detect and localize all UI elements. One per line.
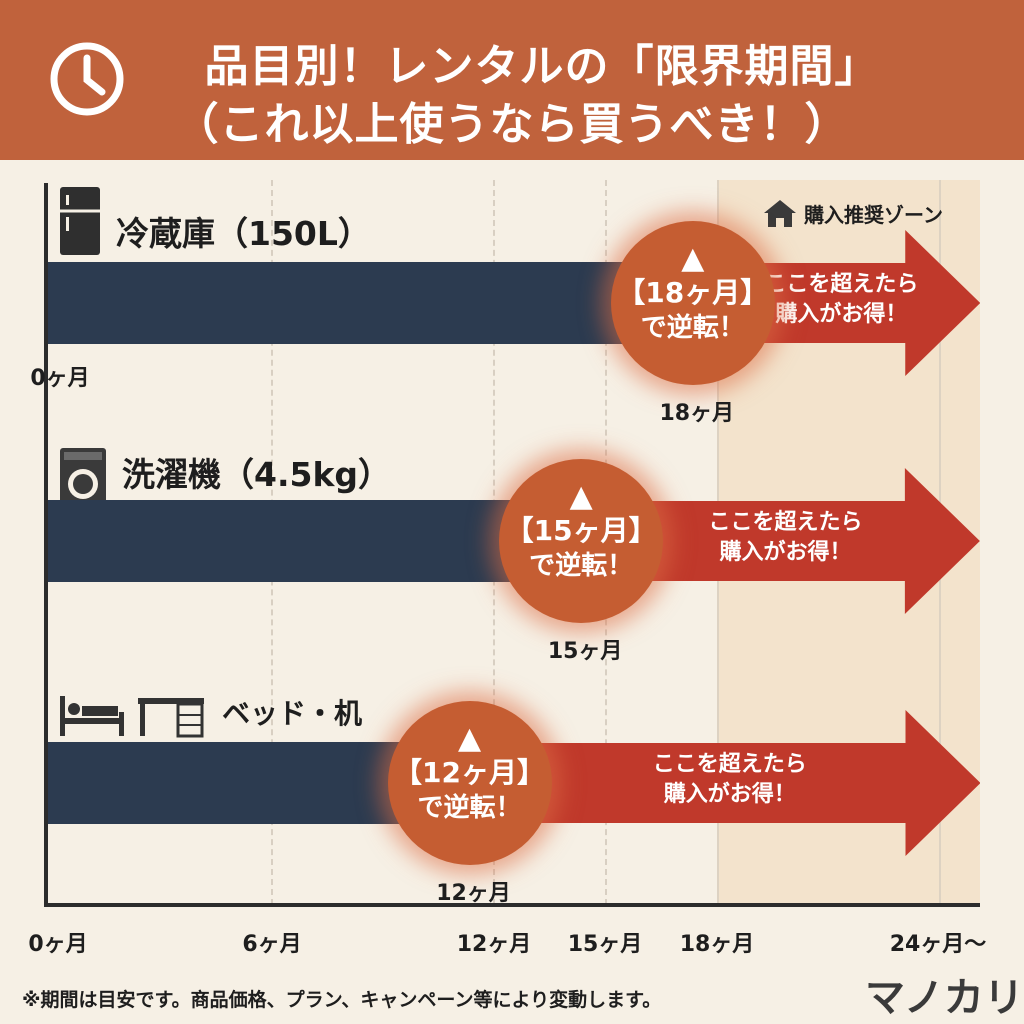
breakeven-month-label: 18ヶ月 <box>659 401 735 426</box>
arrow-text: ここを超えたら 購入がお得！ <box>741 270 941 330</box>
arrow-text-line2: 購入がお得！ <box>775 302 908 327</box>
breakeven-badge: ▲ 【12ヶ月】 で逆転！ <box>387 701 552 865</box>
bed-desk-icon <box>58 692 208 742</box>
arrow-text-line1: ここを超えたら <box>764 272 919 297</box>
breakeven-month-label: 12ヶ月 <box>436 881 511 906</box>
arrow-text-line2: 購入がお得！ <box>663 782 796 807</box>
page-title: 品目別！レンタルの「限界期間」 <box>204 41 880 92</box>
x-tick-label: 0ヶ月 <box>28 932 88 957</box>
warning-icon: ▲ <box>569 479 593 514</box>
x-tick-label: 24ヶ月〜 <box>889 932 987 957</box>
house-icon <box>764 200 796 227</box>
arrow-text: ここを超えたら 購入がお得！ <box>686 508 886 568</box>
clock-icon <box>50 42 124 116</box>
arrow-text-line2: 購入がお得！ <box>719 540 852 565</box>
buy-arrow <box>469 710 980 856</box>
x-tick-label: 12ヶ月 <box>456 932 532 957</box>
badge-months: 【18ヶ月】 <box>617 276 769 309</box>
row-start-label: 0ヶ月 <box>30 366 90 391</box>
item-title: 洗濯機（4.5kg） <box>122 455 392 494</box>
footnote: ※期間は目安です。商品価格、プラン、キャンペーン等により変動します。 <box>22 989 662 1011</box>
breakeven-month-label: 15ヶ月 <box>547 639 623 664</box>
badge-months: 【12ヶ月】 <box>394 756 545 789</box>
buy-arrow <box>581 468 980 614</box>
arrow-text-line1: ここを超えたら <box>708 510 863 535</box>
warning-icon: ▲ <box>681 241 705 276</box>
badge-subtext: で逆転！ <box>640 313 745 343</box>
item-title: 冷蔵庫（150L） <box>116 214 371 253</box>
rental-period-bar <box>47 262 693 344</box>
purchase-zone-label: 購入推奨ゾーン <box>762 198 943 228</box>
x-axis <box>44 903 980 907</box>
refrigerator-icon <box>58 185 102 261</box>
x-tick-label: 15ヶ月 <box>567 932 643 957</box>
x-tick-label: 6ヶ月 <box>242 932 302 957</box>
rental-period-bar <box>47 500 582 582</box>
item-title: ベッド・机 <box>222 697 363 730</box>
x-tick-label: 18ヶ月 <box>679 932 755 957</box>
header-banner: 品目別！レンタルの「限界期間」 （これ以上使うなら買うべき！） <box>0 0 1024 160</box>
y-axis <box>44 183 48 907</box>
washing-machine-icon <box>58 446 108 514</box>
zone-label-text: 購入推奨ゾーン <box>804 202 943 227</box>
page-subtitle: （これ以上使うなら買うべき！） <box>174 99 850 150</box>
breakeven-badge: ▲ 【15ヶ月】 で逆転！ <box>499 459 664 623</box>
brand-logo: マノカリ <box>865 975 1024 1021</box>
warning-icon: ▲ <box>457 721 482 756</box>
arrow-text: ここを超えたら 購入がお得！ <box>630 750 830 810</box>
badge-subtext: で逆転！ <box>529 551 634 581</box>
badge-subtext: で逆転！ <box>417 793 522 823</box>
breakeven-badge: ▲ 【18ヶ月】 で逆転！ <box>610 221 775 385</box>
arrow-text-line1: ここを超えたら <box>652 752 807 777</box>
badge-months: 【15ヶ月】 <box>505 514 657 547</box>
